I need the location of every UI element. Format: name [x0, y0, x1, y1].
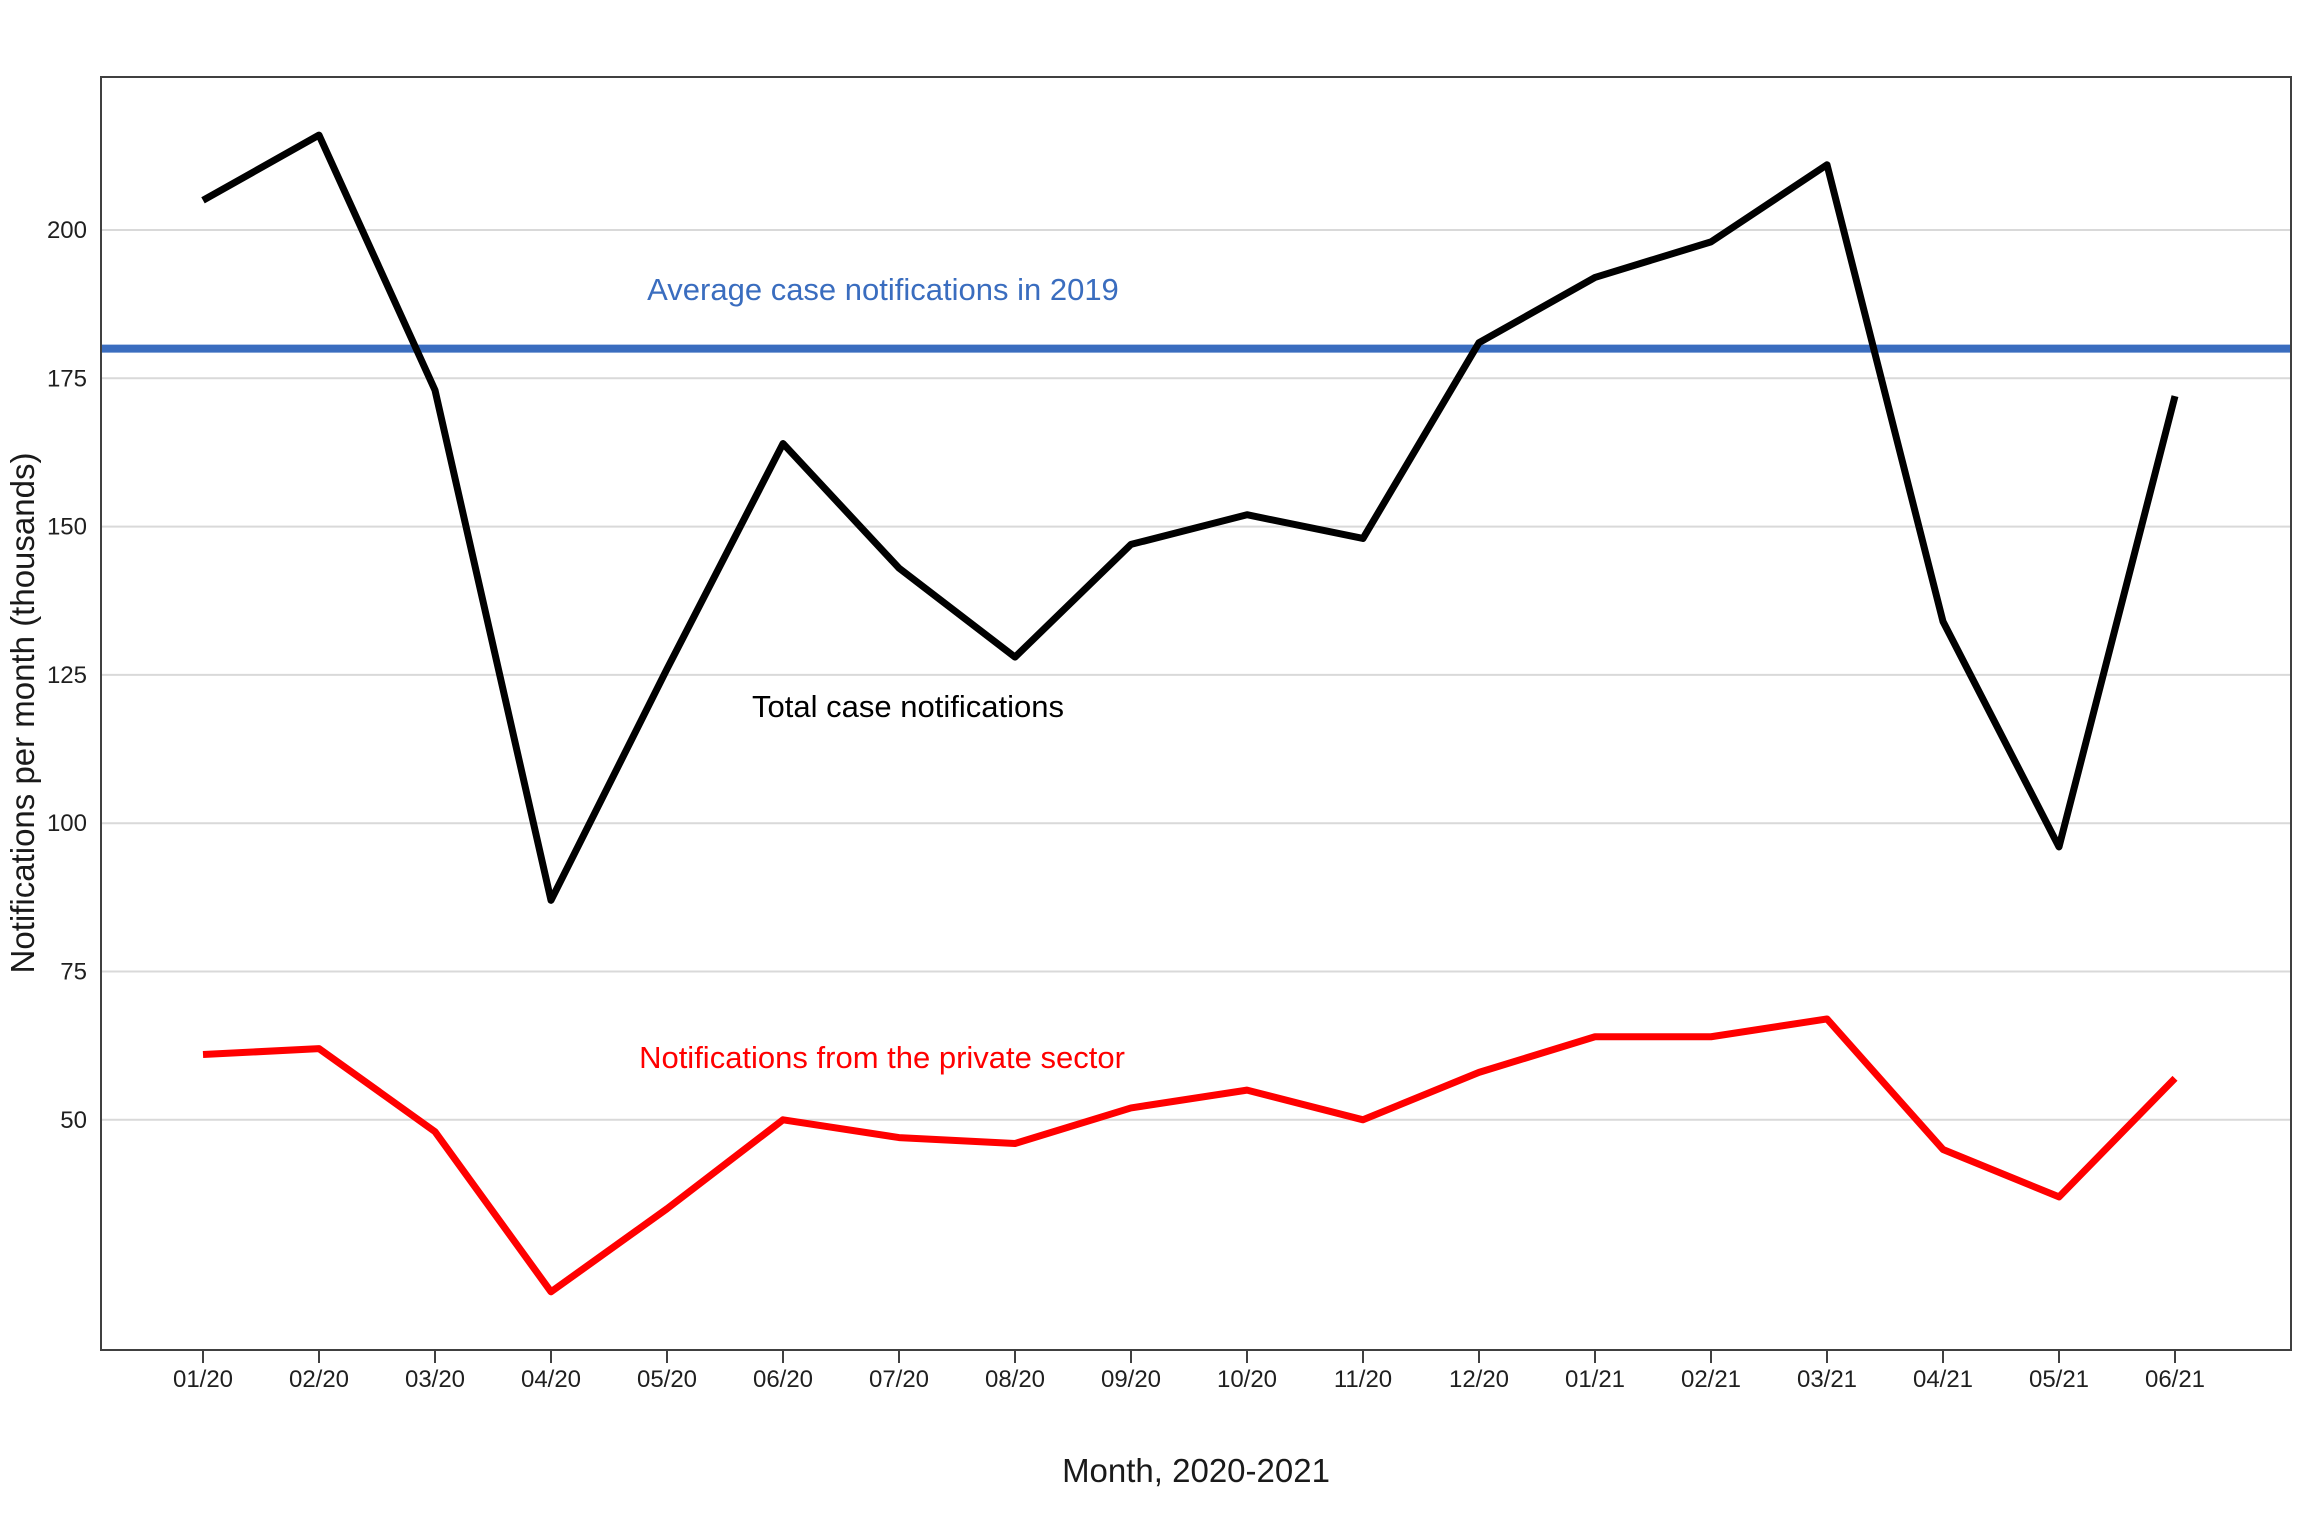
x-tick-label: 05/21 — [2029, 1366, 2089, 1393]
y-tick-label: 150 — [47, 514, 87, 541]
x-tick-label: 07/20 — [869, 1366, 929, 1393]
gridlines — [101, 229, 2291, 1121]
y-tick-label: 50 — [60, 1107, 87, 1134]
x-tick-label: 03/21 — [1797, 1366, 1857, 1393]
x-tick-label: 01/20 — [173, 1366, 233, 1393]
x-tick-label: 02/20 — [289, 1366, 349, 1393]
x-tick-label: 02/21 — [1681, 1366, 1741, 1393]
x-tick-label: 01/21 — [1565, 1366, 1625, 1393]
x-tick-label: 10/20 — [1217, 1366, 1277, 1393]
x-tick-label: 06/21 — [2145, 1366, 2205, 1393]
plot-panel-border — [100, 76, 2292, 1351]
y-tick-label: 125 — [47, 662, 87, 689]
x-tick-label: 05/20 — [637, 1366, 697, 1393]
x-tick-label: 04/20 — [521, 1366, 581, 1393]
x-tick-label: 09/20 — [1101, 1366, 1161, 1393]
private-series-label: Notifications from the private sector — [639, 1040, 1125, 1075]
x-tick-label: 03/20 — [405, 1366, 465, 1393]
y-tick-label: 200 — [47, 217, 87, 244]
notifications-from-the-private-sector-line — [202, 1015, 2178, 1296]
total-case-notifications-line — [201, 131, 2179, 904]
total-series-label: Total case notifications — [752, 689, 1064, 724]
x-tick-label: 12/20 — [1449, 1366, 1509, 1393]
x-axis-title: Month, 2020-2021 — [1062, 1452, 1330, 1489]
x-tick-label: 08/20 — [985, 1366, 1045, 1393]
x-axis-tick-labels: 01/20 02/20 03/20 04/20 05/20 06/20 07/20 08/20… — [173, 1366, 2205, 1393]
x-tick-label: 04/21 — [1913, 1366, 1973, 1393]
y-tick-label: 175 — [47, 365, 87, 392]
y-axis-tick-labels: 50 75 100 125 150 175 200 — [47, 217, 87, 1134]
y-tick-label: 75 — [60, 959, 87, 986]
series-lines — [201, 131, 2179, 1296]
reference-line-label: Average case notifications in 2019 — [647, 272, 1119, 307]
x-axis-ticks — [202, 1350, 2176, 1363]
x-tick-label: 06/20 — [753, 1366, 813, 1393]
y-tick-label: 100 — [47, 810, 87, 837]
x-tick-label: 11/20 — [1334, 1366, 1392, 1393]
y-axis-title: Notifications per month (thousands) — [4, 453, 41, 974]
